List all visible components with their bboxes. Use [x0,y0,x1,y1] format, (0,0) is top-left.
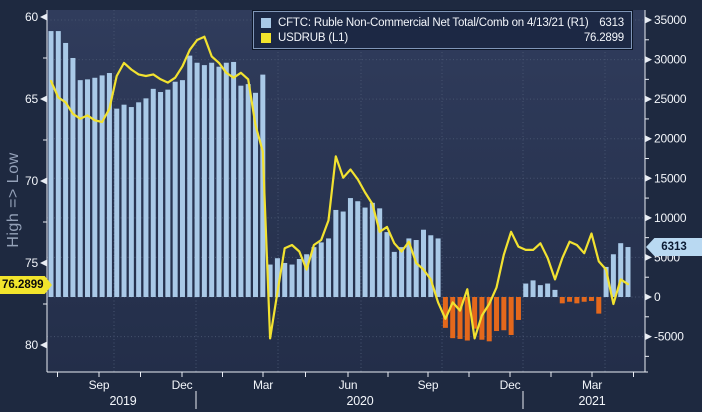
legend-label-usdrub: USDRUB (L1) [278,32,349,45]
usdrub-last-value-tag: 76.2899 [0,276,52,294]
svg-text:75: 75 [25,256,38,270]
legend-label-cftc: CFTC: Ruble Non-Commercial Net Total/Com… [278,16,589,29]
svg-text:-5000: -5000 [654,330,684,344]
svg-text:80: 80 [25,338,38,352]
svg-text:Sep: Sep [89,378,110,392]
svg-text:35000: 35000 [654,13,687,27]
svg-text:Dec: Dec [172,378,193,392]
svg-text:0: 0 [654,290,661,304]
cftc-series-swatch-icon [261,17,271,28]
svg-text:2020: 2020 [346,394,373,408]
svg-text:60: 60 [25,10,38,24]
legend-item-usdrub[interactable]: USDRUB (L1) 76.2899 [261,31,624,47]
usdrub-series-swatch-icon [261,33,271,44]
legend-item-cftc[interactable]: CFTC: Ruble Non-Commercial Net Total/Com… [261,15,624,31]
cftc-last-value-tag: 6313 [646,238,702,256]
svg-text:10000: 10000 [654,211,687,225]
legend-box[interactable]: CFTC: Ruble Non-Commercial Net Total/Com… [253,11,632,49]
legend-value-usdrub: 76.2899 [583,32,624,45]
svg-text:Mar: Mar [253,378,273,392]
left-axis-title: High => Low [5,152,22,248]
svg-text:Mar: Mar [582,378,602,392]
svg-text:65: 65 [25,92,38,106]
svg-text:15000: 15000 [654,171,687,185]
svg-text:20000: 20000 [654,132,687,146]
svg-text:2019: 2019 [109,394,136,408]
svg-text:Jun: Jun [339,378,358,392]
svg-text:Dec: Dec [500,378,521,392]
svg-text:2021: 2021 [578,394,605,408]
svg-text:Sep: Sep [418,378,439,392]
svg-text:25000: 25000 [654,92,687,106]
svg-text:30000: 30000 [654,53,687,67]
legend-value-cftc: 6313 [599,16,624,29]
svg-text:70: 70 [25,174,38,188]
